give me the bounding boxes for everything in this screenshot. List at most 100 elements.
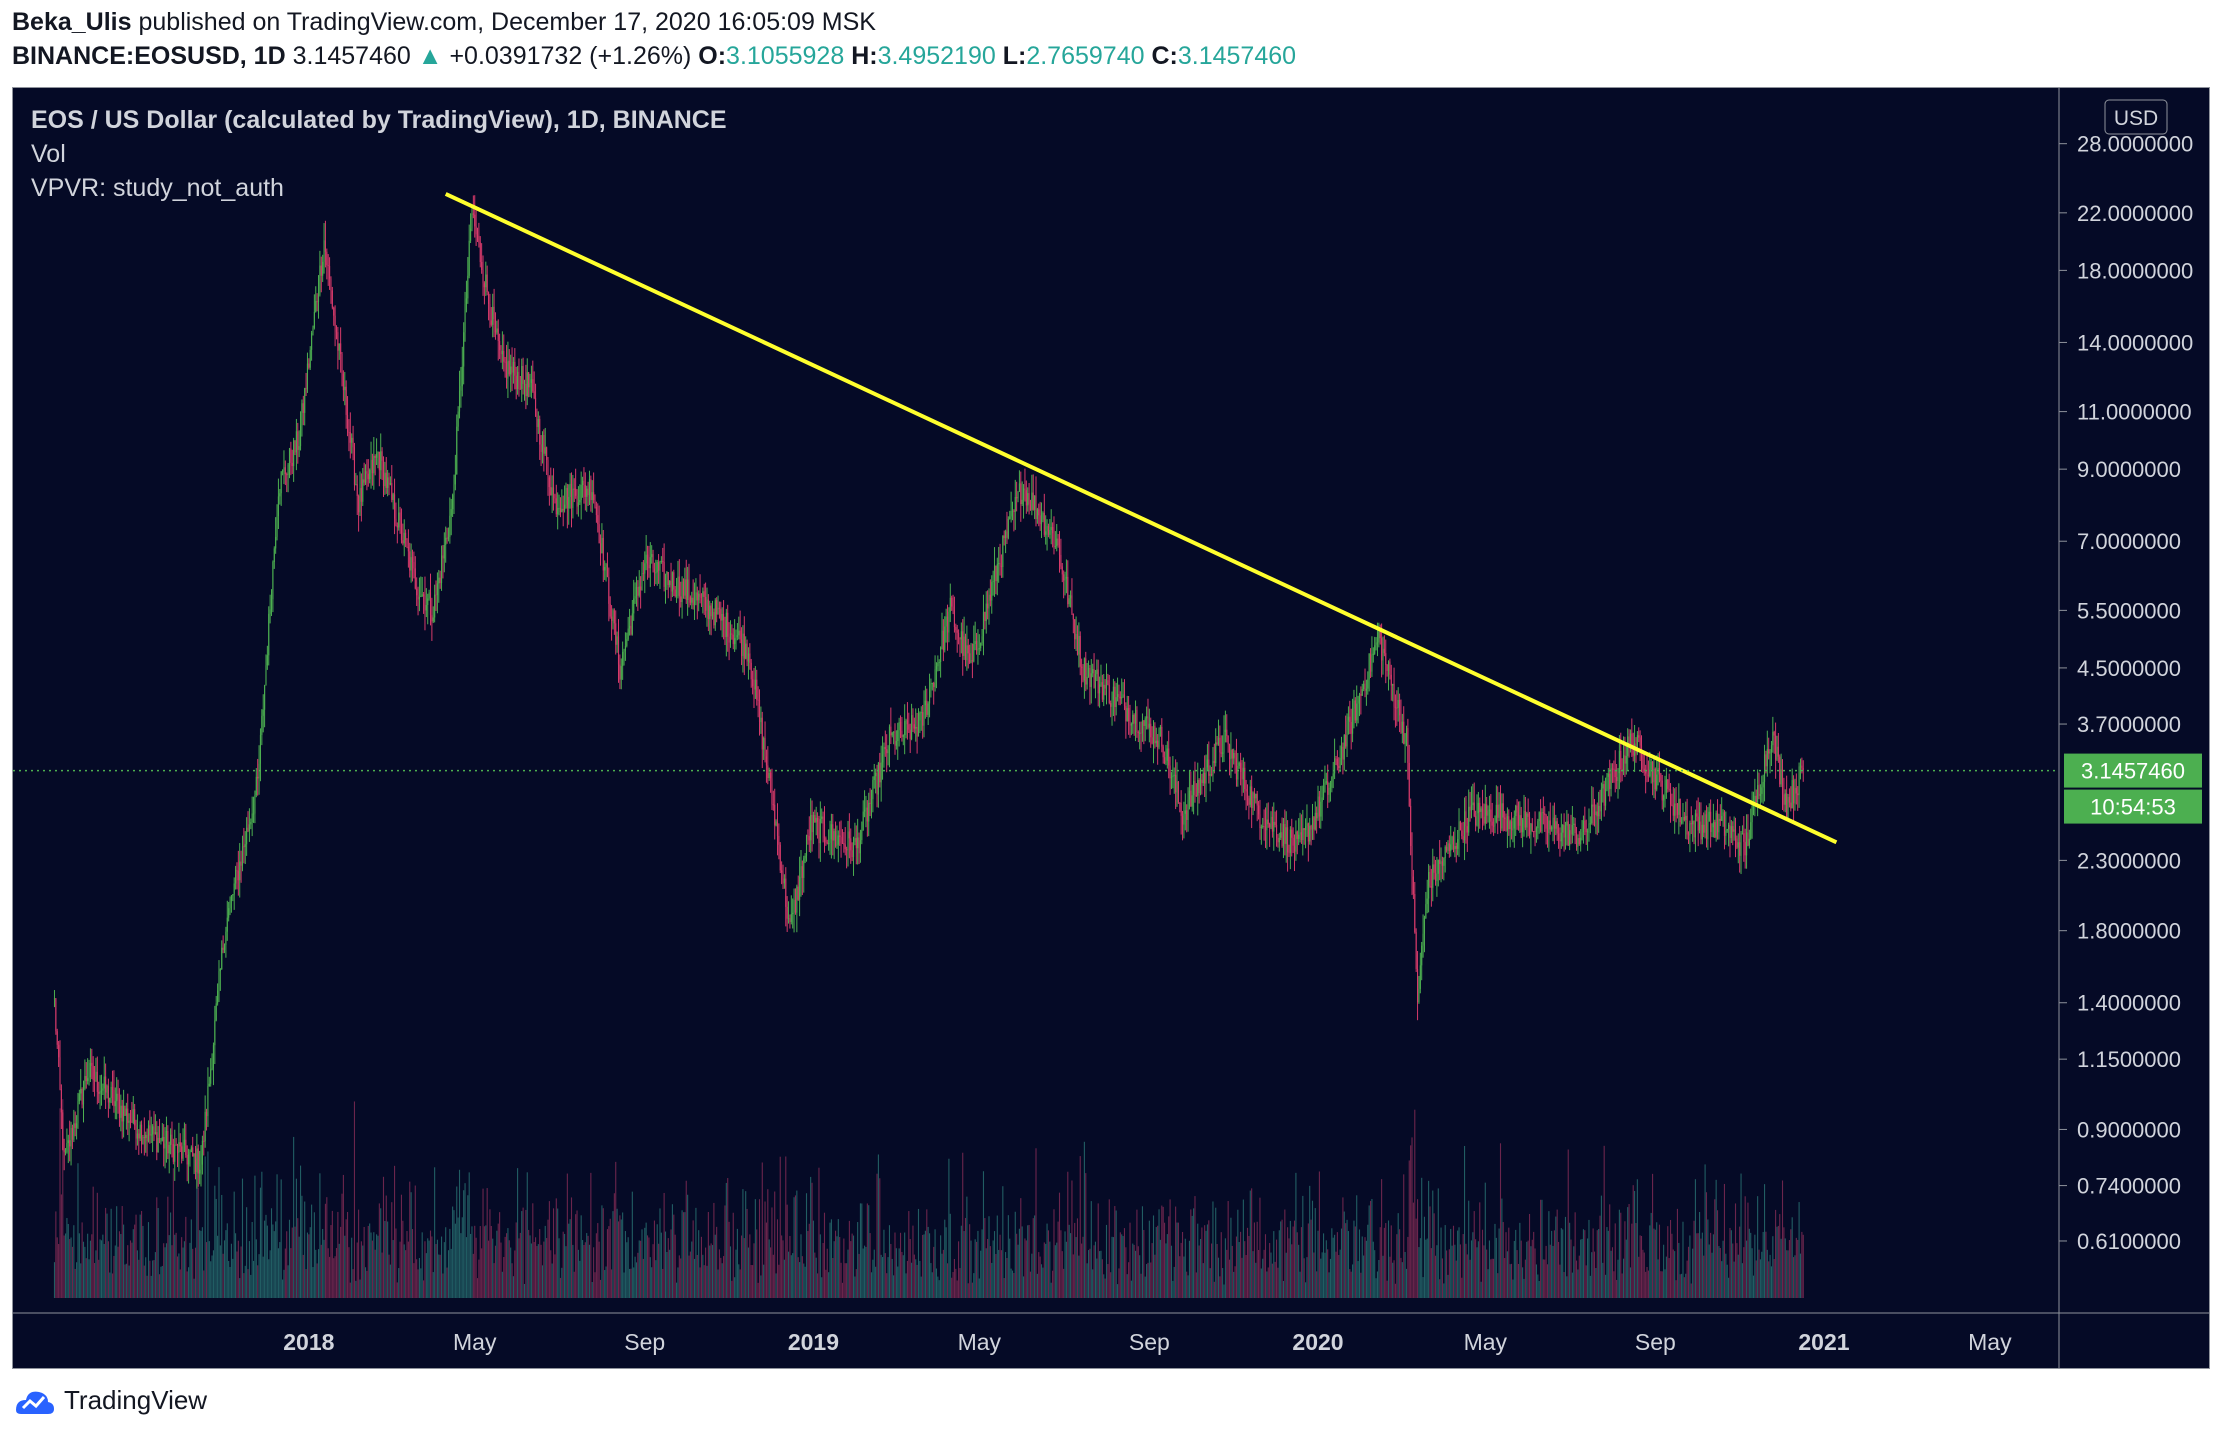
candle-body [1248,798,1250,805]
volume-bar [841,1282,844,1298]
volume-bar [829,1222,831,1298]
volume-bar [801,1256,803,1298]
candle-body [163,1137,165,1149]
candle-body [447,536,450,539]
volume-bar [731,1280,733,1298]
volume-bar [306,1232,309,1298]
candle-body [1784,793,1786,805]
volume-bar [370,1232,372,1298]
volume-bar [1295,1172,1297,1298]
candle-body [586,488,588,497]
volume-bar [199,1230,201,1298]
candle-body [1746,832,1748,856]
candle-body [1786,793,1788,818]
legend-vpvr[interactable]: VPVR: study_not_auth [31,174,284,202]
candle-body [692,597,694,606]
volume-bar [1085,1173,1087,1298]
volume-bar [873,1249,875,1298]
volume-bar [1422,1277,1424,1298]
volume-bar [1165,1243,1167,1298]
candle-body [512,361,514,373]
candle-body [1522,819,1524,833]
author-name[interactable]: Beka_Ulis [12,8,132,36]
candle-body [1352,708,1354,734]
volume-bar [428,1240,430,1298]
volume-bar [1168,1216,1170,1298]
candle-body [197,1148,199,1174]
volume-bar [709,1245,711,1298]
candle-body [185,1139,187,1155]
footer-brand[interactable]: TradingView [12,1385,207,1416]
legend-title[interactable]: EOS / US Dollar (calculated by TradingVi… [31,106,727,134]
candle-body [1371,654,1373,672]
volume-bar [265,1214,267,1298]
candle-body [1006,531,1008,538]
candle-body [1591,804,1593,824]
chart-frame[interactable]: 28.0000000 22.0000000 18.0000000 14.0000000… [12,87,2210,1369]
candle-body [1426,898,1428,905]
price-chart[interactable]: 28.000000022.000000018.000000014.0000000… [13,88,2209,1368]
candle-body [244,844,246,847]
candle-body [117,1093,119,1100]
candle-body [1107,680,1109,685]
candle-body [799,876,801,900]
volume-bar [1255,1262,1257,1298]
candle-body [648,564,650,569]
candle-body [1392,684,1394,686]
candle-body [164,1143,166,1149]
candle-body [941,630,943,648]
volume-bar [1578,1255,1580,1298]
candle-body [402,540,404,544]
open-label: O: [698,42,727,70]
volume-bar [774,1191,776,1298]
candle-body [641,572,643,591]
candle-body [1118,694,1120,697]
candle-body [146,1134,148,1142]
volume-bar [660,1232,662,1298]
candle-body [1423,918,1426,934]
candle-body [507,360,509,379]
candle-body [1208,759,1210,776]
candle-body [1394,706,1396,708]
candle-body [584,484,586,497]
candle-body [927,703,929,715]
candle-body [232,894,234,896]
volume-bar [656,1224,658,1298]
volume-bar [1699,1211,1701,1298]
volume-bar [1018,1228,1020,1298]
candle-body [1090,673,1092,688]
up-arrow-icon: ▲ [417,42,443,70]
volume-bar [1313,1252,1315,1298]
volume-bar [1382,1255,1384,1298]
high-value: 3.4952190 [877,42,996,70]
candle-body [1302,828,1304,841]
volume-bar [257,1265,259,1298]
volume-bar [893,1275,895,1298]
volume-bar [1766,1249,1768,1298]
last-price-tag-label: 3.1457460 [2081,759,2185,784]
y-tick-label: 7.0000000 [2077,529,2181,554]
candle-body [1067,576,1069,605]
candle-body [1493,825,1495,827]
candle-body [175,1144,177,1146]
candle-body [172,1143,174,1162]
volume-bar [442,1273,444,1298]
candle-body [916,726,918,737]
volume-bar [1629,1267,1631,1298]
candle-body [385,472,387,488]
volume-bar [917,1208,920,1298]
y-tick-label: 0.6100000 [2077,1229,2181,1254]
candle-body [1187,799,1189,820]
candle-body [963,636,965,656]
candle-body [1228,744,1231,760]
legend-vol[interactable]: Vol [31,140,66,168]
volume-bar [570,1197,573,1298]
candle-body [1443,858,1445,866]
volume-bar [215,1198,217,1298]
volume-bar [118,1231,121,1298]
candle-body [1204,772,1206,784]
candle-body [225,931,227,945]
volume-bar [546,1238,548,1298]
candle-body [1040,519,1043,525]
volume-bar [1325,1240,1327,1298]
